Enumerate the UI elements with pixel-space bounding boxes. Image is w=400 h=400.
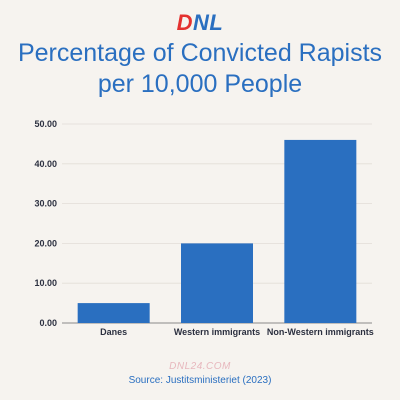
x-axis: Danes Western immigrants Non-Western immig… xyxy=(100,327,374,337)
watermark: DNL24.COM xyxy=(169,361,231,372)
bars xyxy=(77,139,357,323)
y-tick-label: 50.00 xyxy=(34,119,57,129)
x-tick-label: Danes xyxy=(100,327,127,337)
bar-non-western-immigrants xyxy=(284,139,357,323)
chart-title-line2: per 10,000 People xyxy=(97,70,303,98)
y-tick-label: 40.00 xyxy=(34,159,57,169)
y-tick-label: 0.00 xyxy=(39,318,57,328)
logo-nl: NL xyxy=(193,10,224,35)
chart-title-line1: Percentage of Convicted Rapists xyxy=(17,39,383,67)
chart-title: Percentage of Convicted Rapists per 10,0… xyxy=(0,38,400,100)
y-axis: 0.00 10.00 20.00 30.00 40.00 50.00 xyxy=(34,119,57,328)
logo: DNL xyxy=(0,10,400,36)
bar-danes xyxy=(77,303,150,323)
y-tick-label: 10.00 xyxy=(34,278,57,288)
y-tick-label: 30.00 xyxy=(34,199,57,209)
y-tick-label: 20.00 xyxy=(34,238,57,248)
bar-western-immigrants xyxy=(181,243,253,323)
logo-d: D xyxy=(176,10,194,35)
x-tick-label: Non-Western immigrants xyxy=(267,327,374,337)
source-note: Source: Justitsministeriet (2023) xyxy=(128,375,272,386)
x-tick-label: Western immigrants xyxy=(174,327,260,337)
